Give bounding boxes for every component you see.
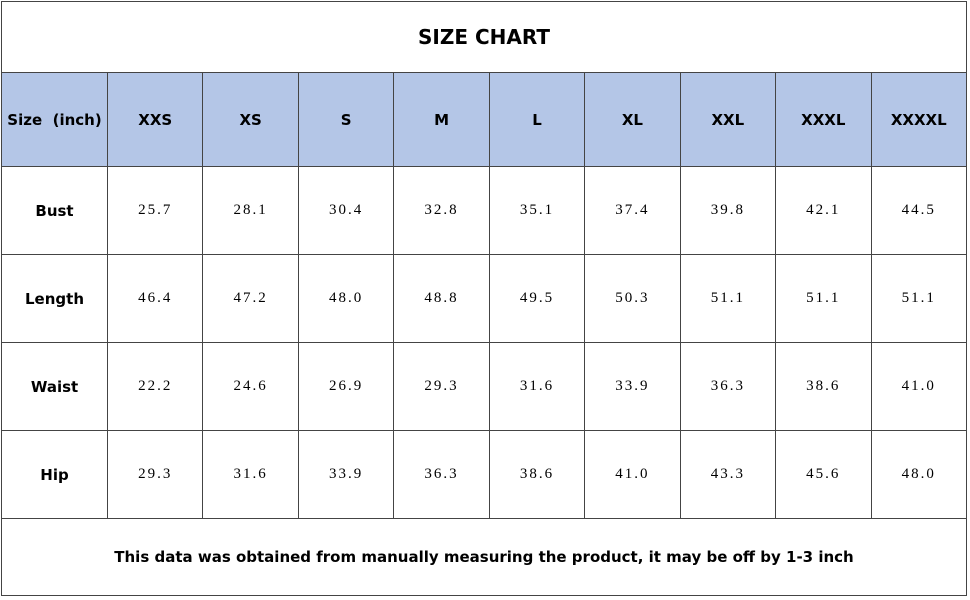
size-header: XXL	[679, 72, 777, 167]
measurement: 30.4	[297, 166, 395, 255]
measurement: 37.4	[584, 166, 681, 255]
measurement: 26.9	[297, 342, 395, 431]
measurement: 42.1	[775, 166, 872, 255]
size-header: XXXL	[775, 72, 872, 167]
measurement: 28.1	[202, 166, 299, 255]
title: SIZE CHART	[1, 1, 967, 73]
size-header: XXXXL	[870, 72, 967, 167]
measurement: 51.1	[775, 254, 872, 343]
size-header: XS	[202, 72, 299, 167]
measurement: 24.6	[202, 342, 299, 431]
measure-name: Hip	[1, 430, 108, 519]
data-row: Hip 29.3 31.6 33.9 36.3 38.6 41.0 43.3 45.6 48.0	[1, 430, 967, 519]
measurement: 46.4	[106, 254, 204, 343]
measurement: 22.2	[106, 342, 204, 431]
measurement: 32.8	[393, 166, 490, 255]
measurement: 36.3	[393, 430, 490, 519]
measurement: 39.8	[679, 166, 777, 255]
measurement: 48.0	[870, 430, 967, 519]
size-header: XL	[584, 72, 681, 167]
measurement: 36.3	[679, 342, 777, 431]
footer-note: This data was obtained from manually mea…	[1, 518, 967, 596]
size-header: L	[488, 72, 586, 167]
measurement: 49.5	[488, 254, 586, 343]
measurement: 51.1	[679, 254, 777, 343]
size-header: S	[297, 72, 395, 167]
measurement: 45.6	[775, 430, 872, 519]
measurement: 31.6	[202, 430, 299, 519]
measurement: 48.0	[297, 254, 395, 343]
footer-row: This data was obtained from manually mea…	[1, 518, 967, 596]
header-row: Size (inch) XXS XS S M L XL XXL XXXL XXXXL	[1, 72, 967, 167]
measurement: 43.3	[679, 430, 777, 519]
measure-name: Bust	[1, 166, 108, 255]
title-row: SIZE CHART	[1, 1, 967, 73]
data-row: Bust 25.7 28.1 30.4 32.8 35.1 37.4 39.8 42.1 44.5	[1, 166, 967, 255]
measurement: 33.9	[297, 430, 395, 519]
measurement: 25.7	[106, 166, 204, 255]
measurement: 38.6	[488, 430, 586, 519]
data-row: Waist 22.2 24.6 26.9 29.3 31.6 33.9 36.3 38.6 41.…	[1, 342, 967, 431]
measurement: 33.9	[584, 342, 681, 431]
data-row: Length 46.4 47.2 48.0 48.8 49.5 50.3 51.1 51.1 51…	[1, 254, 967, 343]
size-header: M	[393, 72, 490, 167]
measurement: 50.3	[584, 254, 681, 343]
measurement: 38.6	[775, 342, 872, 431]
size-header: XXS	[106, 72, 204, 167]
measure-name: Length	[1, 254, 108, 343]
measurement: 31.6	[488, 342, 586, 431]
row-header-label: Size (inch)	[1, 72, 108, 167]
measurement: 48.8	[393, 254, 490, 343]
measurement: 51.1	[870, 254, 967, 343]
measurement: 47.2	[202, 254, 299, 343]
measurement: 41.0	[584, 430, 681, 519]
measurement: 29.3	[106, 430, 204, 519]
measurement: 29.3	[393, 342, 490, 431]
measurement: 44.5	[870, 166, 967, 255]
measurement: 41.0	[870, 342, 967, 431]
measure-name: Waist	[1, 342, 108, 431]
measurement: 35.1	[488, 166, 586, 255]
